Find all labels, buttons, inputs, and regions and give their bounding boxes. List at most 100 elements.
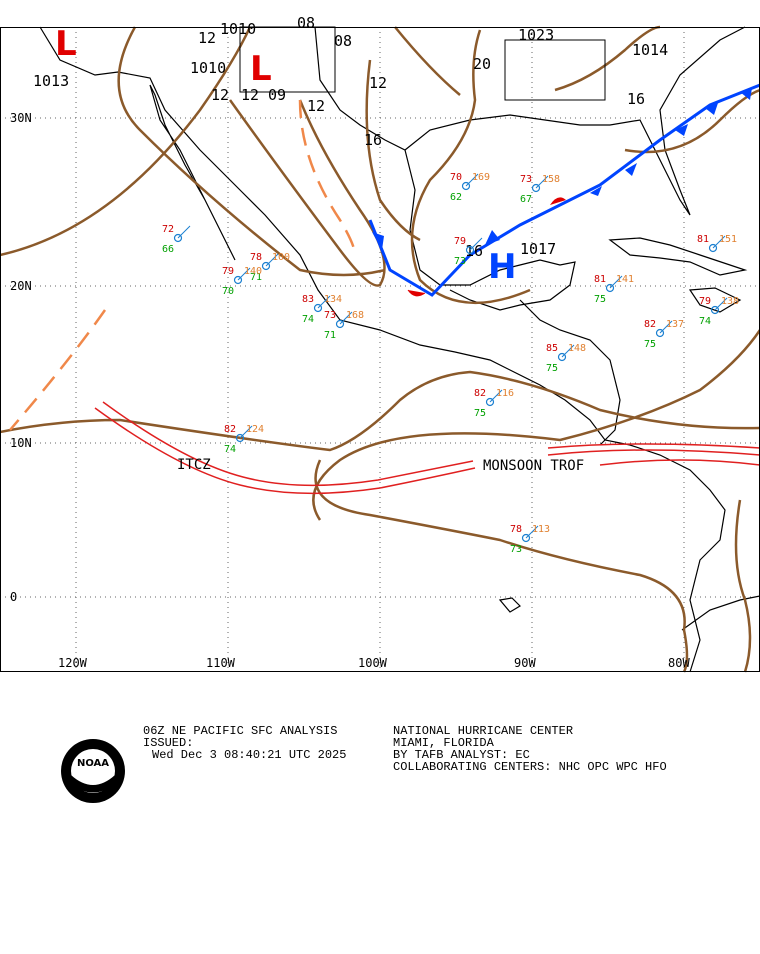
station — [485, 397, 495, 407]
station — [521, 533, 531, 543]
isobar-label: 09 — [268, 86, 286, 104]
lat-label: 0 — [10, 590, 17, 604]
lon-label: 120W — [58, 656, 88, 670]
wind-barb — [339, 311, 353, 325]
pressure: 158 — [542, 174, 560, 185]
wind-barb — [712, 235, 726, 249]
temperature: 79 — [222, 266, 234, 277]
isobar-label: 16 — [465, 242, 483, 260]
pressure: 134 — [324, 294, 342, 305]
wind-barb — [714, 297, 728, 311]
dewpoint: 62 — [450, 192, 462, 203]
station — [465, 245, 475, 255]
wind-barb — [659, 320, 673, 334]
pressure-center: L — [250, 49, 272, 89]
dewpoint: 75 — [644, 339, 656, 350]
station — [235, 433, 245, 443]
temperature: 85 — [546, 343, 558, 354]
lon-label: 100W — [358, 656, 388, 670]
temperature: 78 — [510, 524, 522, 535]
pressure: 113 — [532, 524, 550, 535]
station — [710, 305, 720, 315]
feature-label: MONSOON TROF — [483, 458, 584, 474]
temperature: 79 — [454, 236, 466, 247]
station — [233, 275, 243, 285]
isobar-label: 08 — [334, 32, 352, 50]
station — [335, 319, 345, 329]
isobar-label: 08 — [297, 14, 315, 32]
temperature: 81 — [697, 234, 709, 245]
wind-barb — [239, 425, 253, 439]
lat-label: 30N — [10, 111, 32, 125]
pressure: 124 — [246, 424, 264, 435]
pressure-center: L — [55, 24, 77, 64]
lon-label: 80W — [668, 656, 690, 670]
trough — [9, 99, 357, 431]
isobar-label: 1013 — [33, 72, 69, 90]
pressure: 141 — [616, 274, 634, 285]
issue-time: Wed Dec 3 08:40:21 UTC 2025 — [152, 748, 346, 762]
pressure: 168 — [346, 310, 364, 321]
wind-barb — [317, 295, 331, 309]
dewpoint: 73 — [510, 544, 522, 555]
dewpoint: 66 — [162, 244, 174, 255]
wind-barb — [469, 237, 483, 251]
wind-barb — [465, 173, 479, 187]
pressure: 151 — [719, 234, 737, 245]
wind-barb — [237, 267, 251, 281]
pressure: 169 — [472, 172, 490, 183]
dewpoint: 75 — [474, 408, 486, 419]
feature-label: ITCZ — [177, 457, 211, 473]
wind-barb — [609, 275, 623, 289]
isobar-label: 12 — [241, 86, 259, 104]
isobar-label: 1023 — [518, 26, 554, 44]
station — [708, 243, 718, 253]
station — [173, 233, 183, 243]
center: NATIONAL HURRICANE CENTER — [393, 724, 573, 738]
dewpoint: 75 — [594, 294, 606, 305]
pressure: 137 — [666, 319, 684, 330]
collaborators: COLLABORATING CENTERS: NHC OPC WPC HFO — [393, 760, 667, 774]
dewpoint: 71 — [250, 272, 262, 283]
station — [655, 328, 665, 338]
wind-barb — [535, 175, 549, 189]
temperature: 81 — [594, 274, 606, 285]
pressure: 140 — [244, 266, 262, 277]
lon-label: 90W — [514, 656, 536, 670]
wind-barb — [177, 225, 191, 239]
temperature: 73 — [324, 310, 336, 321]
wind-barb — [489, 389, 503, 403]
location: MIAMI, FLORIDA — [393, 736, 495, 750]
isobar-label: 12 — [211, 86, 229, 104]
isobar-label: 16 — [364, 131, 382, 149]
dewpoint: 74 — [302, 314, 314, 325]
station — [313, 303, 323, 313]
lat-label: 10N — [10, 436, 32, 450]
pressure-center: H — [488, 247, 516, 287]
wind-barb — [265, 253, 279, 267]
pressure: 138 — [721, 296, 739, 307]
isobar-label: 12 — [307, 97, 325, 115]
station — [605, 283, 615, 293]
logo: NOAA — [61, 739, 125, 803]
isobar-label: 12 — [198, 29, 216, 47]
wind-barb — [561, 344, 575, 358]
logo-text: NOAA — [77, 758, 109, 769]
temperature: 70 — [450, 172, 462, 183]
analyst: BY TAFB ANALYST: EC — [393, 748, 530, 762]
temperature: 78 — [250, 252, 262, 263]
isobar-label: 12 — [369, 74, 387, 92]
pressure: 148 — [568, 343, 586, 354]
issued: ISSUED: — [143, 736, 193, 750]
temperature: 82 — [474, 388, 486, 399]
station — [557, 352, 567, 362]
station — [531, 183, 541, 193]
isobar — [0, 25, 760, 673]
temperature: 72 — [162, 224, 174, 235]
product: 06Z NE PACIFIC SFC ANALYSIS — [143, 724, 337, 738]
dewpoint: 71 — [324, 330, 336, 341]
temperature: 82 — [644, 319, 656, 330]
dewpoint: 74 — [699, 316, 711, 327]
dewpoint: 70 — [222, 286, 234, 297]
